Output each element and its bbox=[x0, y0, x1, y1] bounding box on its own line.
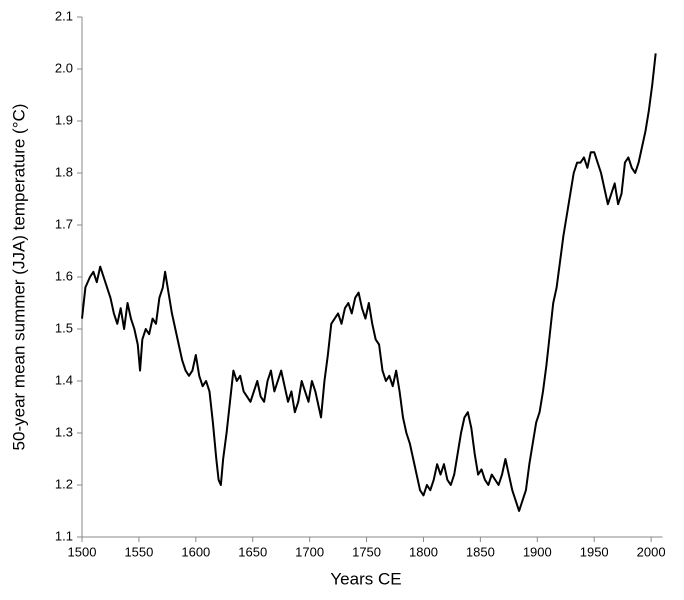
y-tick-label: 2.1 bbox=[55, 8, 73, 23]
x-tick-label: 1700 bbox=[295, 544, 324, 559]
x-axis-title: Years CE bbox=[330, 569, 401, 588]
y-tick-label: 1.4 bbox=[55, 372, 73, 387]
x-tick-label: 1500 bbox=[68, 544, 97, 559]
x-tick-label: 1750 bbox=[352, 544, 381, 559]
x-tick-label: 2000 bbox=[637, 544, 666, 559]
y-tick-label: 1.2 bbox=[55, 476, 73, 491]
y-tick-label: 1.9 bbox=[55, 112, 73, 127]
x-tick-label: 1950 bbox=[580, 544, 609, 559]
y-tick-label: 1.1 bbox=[55, 528, 73, 543]
y-tick-label: 1.8 bbox=[55, 164, 73, 179]
x-tick-label: 1600 bbox=[181, 544, 210, 559]
data-line bbox=[81, 53, 657, 512]
y-axis-title: 50-year mean summer (JJA) temperature (°… bbox=[9, 104, 28, 451]
y-tick-label: 2.0 bbox=[55, 60, 73, 75]
x-tick-label: 1650 bbox=[238, 544, 267, 559]
x-tick-label: 1850 bbox=[466, 544, 495, 559]
y-tick-label: 1.6 bbox=[55, 268, 73, 283]
x-tick-label: 1800 bbox=[409, 544, 438, 559]
y-tick-label: 1.7 bbox=[55, 216, 73, 231]
x-tick-label: 1550 bbox=[124, 544, 153, 559]
y-tick-label: 1.3 bbox=[55, 424, 73, 439]
x-tick-label: 1900 bbox=[523, 544, 552, 559]
y-tick-label: 1.5 bbox=[55, 320, 73, 335]
